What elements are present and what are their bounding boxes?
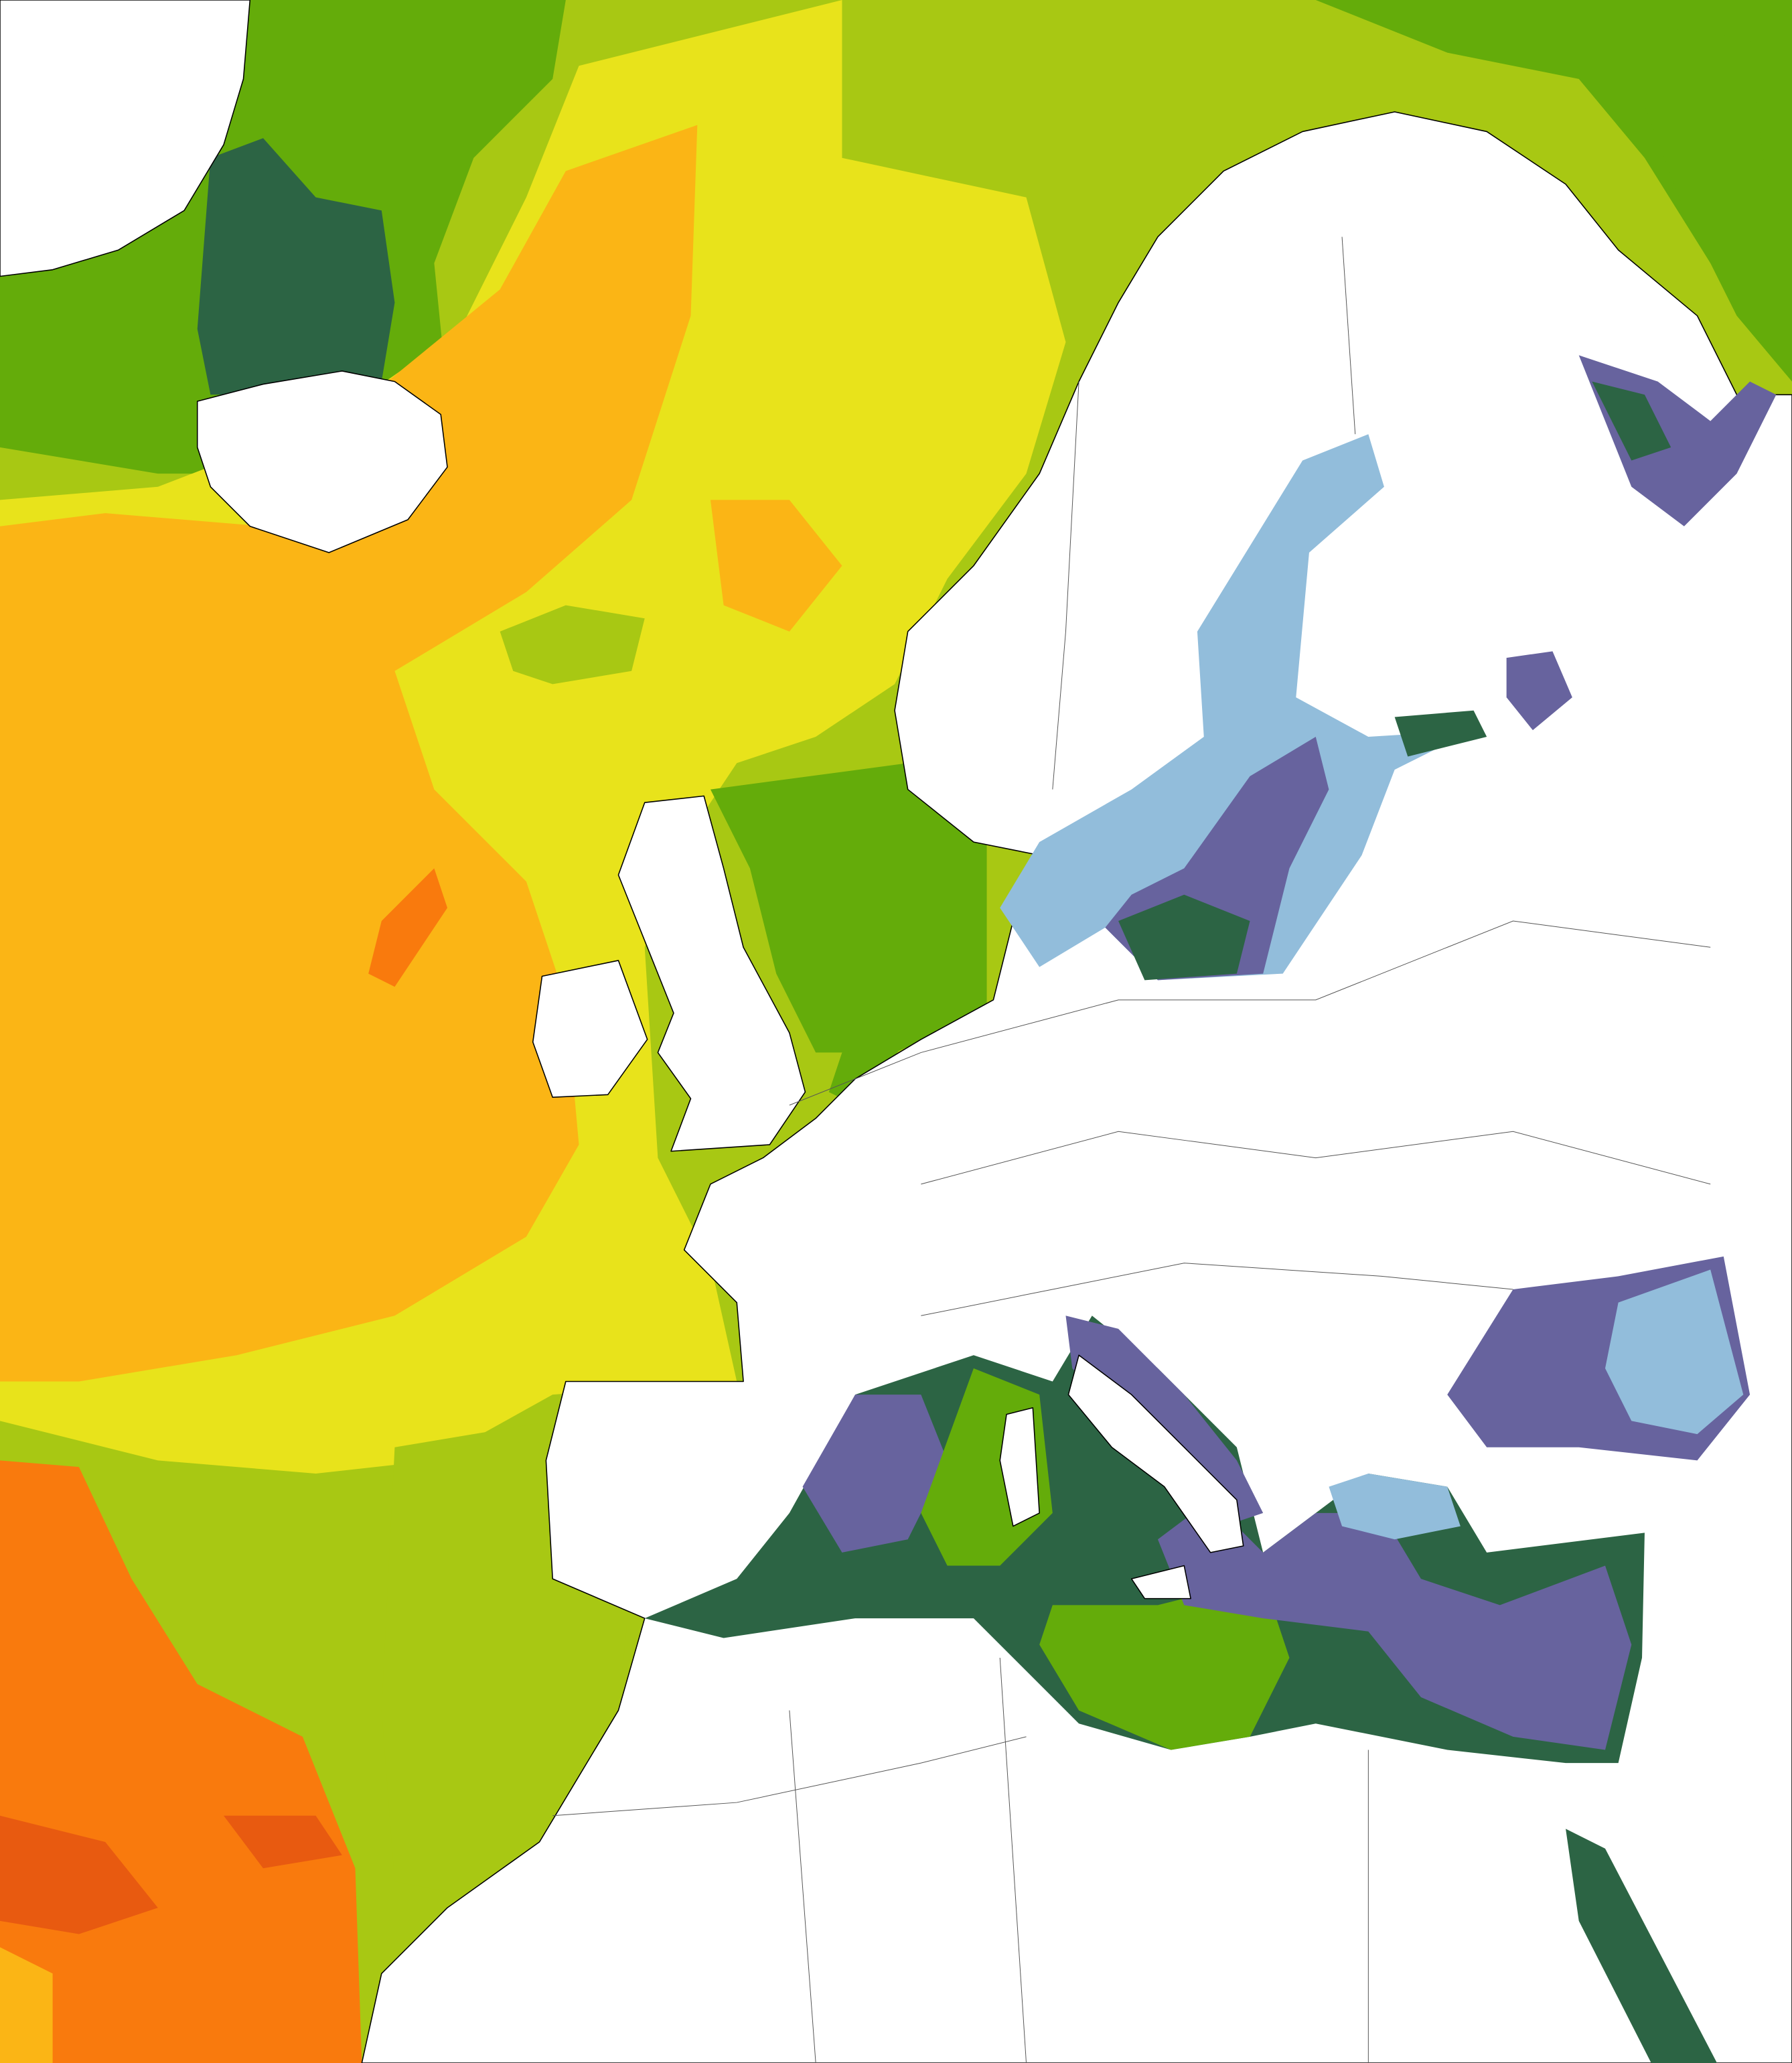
greenland — [0, 0, 251, 277]
sea-zone — [224, 1815, 342, 1869]
iceland — [196, 370, 448, 553]
border — [789, 1710, 816, 2063]
border — [921, 1263, 1513, 1316]
sea-zone — [368, 868, 448, 987]
baltic-sea — [1118, 894, 1250, 981]
sea-zone — [197, 138, 395, 395]
sea-zone — [1644, 26, 1792, 382]
sea-zone — [710, 763, 987, 1053]
inland-seas — [644, 355, 1777, 2063]
black-sea — [1605, 1269, 1744, 1435]
border — [1052, 381, 1079, 790]
border — [552, 1736, 1027, 1817]
corsica-sardinia — [999, 1407, 1040, 1527]
border — [921, 1131, 1711, 1185]
sea-zone — [500, 605, 645, 685]
border — [999, 1657, 1027, 2063]
sea-zone — [0, 1815, 158, 1934]
red-sea — [1566, 1829, 1718, 2063]
sea-zone — [0, 1947, 53, 2063]
mediterranean-sea — [1157, 1500, 1632, 1750]
borders — [552, 236, 1711, 2063]
lake-ladoga — [1506, 651, 1572, 731]
white-sea — [1592, 381, 1671, 461]
sicily — [1130, 1565, 1191, 1599]
britain — [617, 795, 806, 1152]
adriatic-sea — [1065, 1315, 1264, 1526]
mediterranean-sea — [1039, 1579, 1290, 1750]
sea-zone — [0, 125, 698, 1382]
border — [789, 920, 1711, 1106]
aegean-sea — [1329, 1474, 1461, 1540]
border — [1341, 236, 1356, 435]
ireland — [532, 960, 648, 1098]
mediterranean-sea — [802, 1395, 948, 1553]
gulf-of-finland — [1394, 710, 1487, 757]
sea-zone — [710, 500, 842, 632]
baltic-sea — [1000, 434, 1474, 981]
italy — [1067, 1354, 1244, 1553]
